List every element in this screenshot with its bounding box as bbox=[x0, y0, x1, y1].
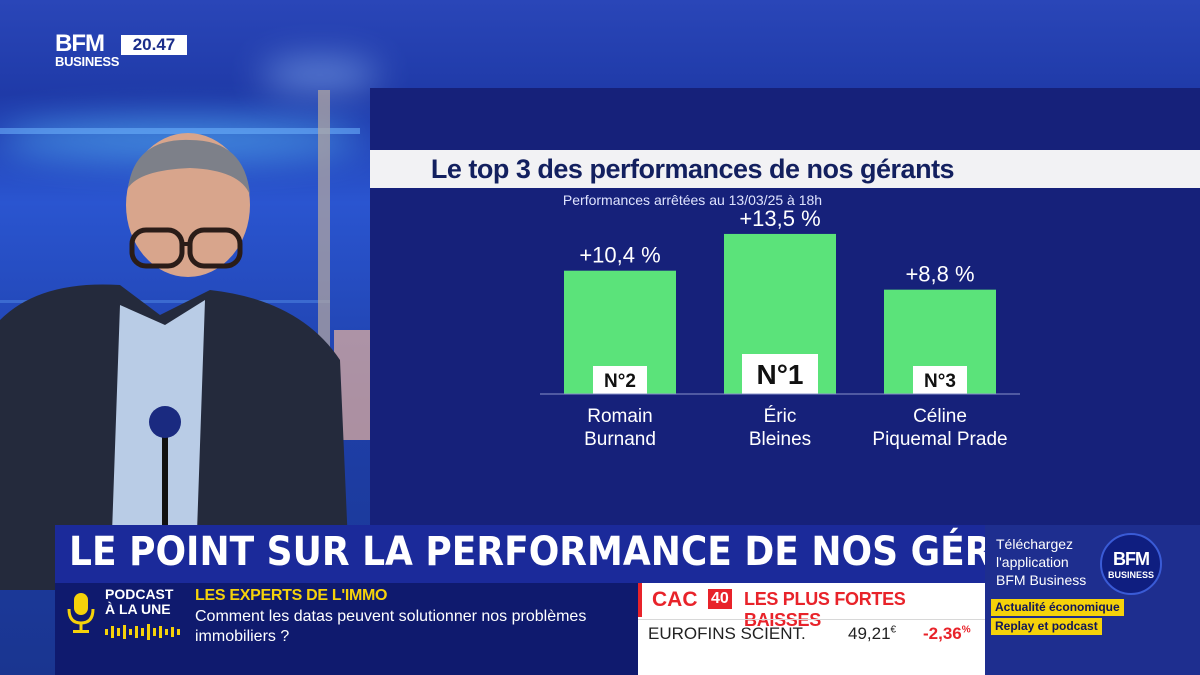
market-title: LES PLUS FORTES BAISSES bbox=[744, 589, 906, 630]
stock-change-unit: % bbox=[961, 624, 971, 636]
promo-logo-bfm: BFM bbox=[1113, 549, 1150, 569]
promo-line-2: l'application bbox=[996, 554, 1069, 570]
category-label-3-line-2: Piquemal Prade bbox=[872, 429, 1007, 450]
audio-wave-icon bbox=[105, 624, 180, 640]
rank-badge-2 bbox=[742, 354, 818, 394]
chart-title-bar: Le top 3 des performances de nos gérants bbox=[370, 150, 1200, 188]
stock-change: -2,36% bbox=[923, 624, 971, 644]
stock-name: EUROFINS SCIENT. bbox=[648, 624, 806, 643]
podcast-ticker: PODCAST À LA UNE LES EXPERTS DE L'IMMO C… bbox=[55, 583, 638, 675]
podcast-label: PODCAST À LA UNE bbox=[105, 587, 173, 617]
rank-label-3: N°3 bbox=[924, 371, 956, 392]
presenter-image bbox=[0, 133, 350, 590]
headline: LE POINT SUR LA PERFORMANCE DE NOS GÉRAN… bbox=[69, 529, 1101, 575]
category-label-1-line-1: Romain bbox=[587, 406, 652, 427]
index-label: CAC bbox=[652, 588, 698, 611]
ticker-text: Comment les datas peuvent solutionner no… bbox=[195, 608, 587, 645]
bar-value-label-1: +10,4 % bbox=[579, 243, 660, 268]
category-label-1-line-2: Burnand bbox=[584, 429, 656, 450]
chart-title: Le top 3 des performances de nos gérants bbox=[430, 154, 955, 184]
clock: 20.47 bbox=[121, 35, 187, 55]
promo-line-1: Téléchargez bbox=[996, 536, 1074, 552]
app-promo: Téléchargez l'application BFM Business B… bbox=[985, 525, 1200, 675]
podcast-label-line-2: À LA UNE bbox=[105, 601, 171, 617]
category-label-3-line-1: Céline bbox=[913, 406, 967, 427]
rank-badge-3 bbox=[913, 366, 967, 394]
bar-value-label-3: +8,8 % bbox=[905, 262, 974, 287]
chart-panel: Le top 3 des performances de nos gérants… bbox=[370, 88, 1200, 525]
market-row: EUROFINS SCIENT. 49,21€ -2,36% bbox=[638, 619, 985, 647]
category-label-2-line-2: Bleines bbox=[749, 429, 811, 450]
promo-text: Téléchargez l'application BFM Business bbox=[996, 535, 1086, 589]
market-box: CAC 40 LES PLUS FORTES BAISSES EUROFINS … bbox=[638, 583, 985, 675]
bar-value-label-2: +13,5 % bbox=[739, 206, 820, 231]
market-header: CAC 40 LES PLUS FORTES BAISSES bbox=[638, 583, 985, 630]
stock-currency: € bbox=[890, 624, 897, 636]
headline-band: LE POINT SUR LA PERFORMANCE DE NOS GÉRAN… bbox=[55, 525, 1101, 583]
channel-logo: BFM BUSINESS bbox=[55, 30, 120, 69]
promo-tag-news: Actualité économique bbox=[991, 599, 1124, 616]
promo-logo-business: BUSINESS bbox=[1107, 570, 1154, 580]
category-label-2-line-1: Éric bbox=[764, 406, 797, 427]
rank-label-2: N°1 bbox=[757, 359, 804, 390]
microphone-icon bbox=[67, 593, 95, 633]
logo-bfm: BFM bbox=[55, 30, 105, 57]
logo-business: BUSINESS bbox=[55, 54, 120, 69]
stock-change-value: -2,36 bbox=[923, 624, 962, 643]
promo-line-3: BFM Business bbox=[996, 572, 1087, 588]
podcast-label-line-1: PODCAST bbox=[105, 586, 174, 602]
promo-tag-replay: Replay et podcast bbox=[991, 618, 1102, 635]
rank-label-1: N°2 bbox=[604, 371, 636, 392]
chart-subtitle: Performances arrêtées au 13/03/25 à 18h bbox=[562, 192, 823, 208]
rank-badge-1 bbox=[593, 366, 647, 394]
ticker-rubric: LES EXPERTS DE L'IMMO bbox=[195, 587, 388, 604]
promo-logo: BFM BUSINESS bbox=[1100, 533, 1162, 595]
stock-price: 49,21€ bbox=[848, 624, 896, 644]
stock-price-value: 49,21 bbox=[848, 624, 891, 643]
index-number: 40 bbox=[708, 589, 732, 609]
